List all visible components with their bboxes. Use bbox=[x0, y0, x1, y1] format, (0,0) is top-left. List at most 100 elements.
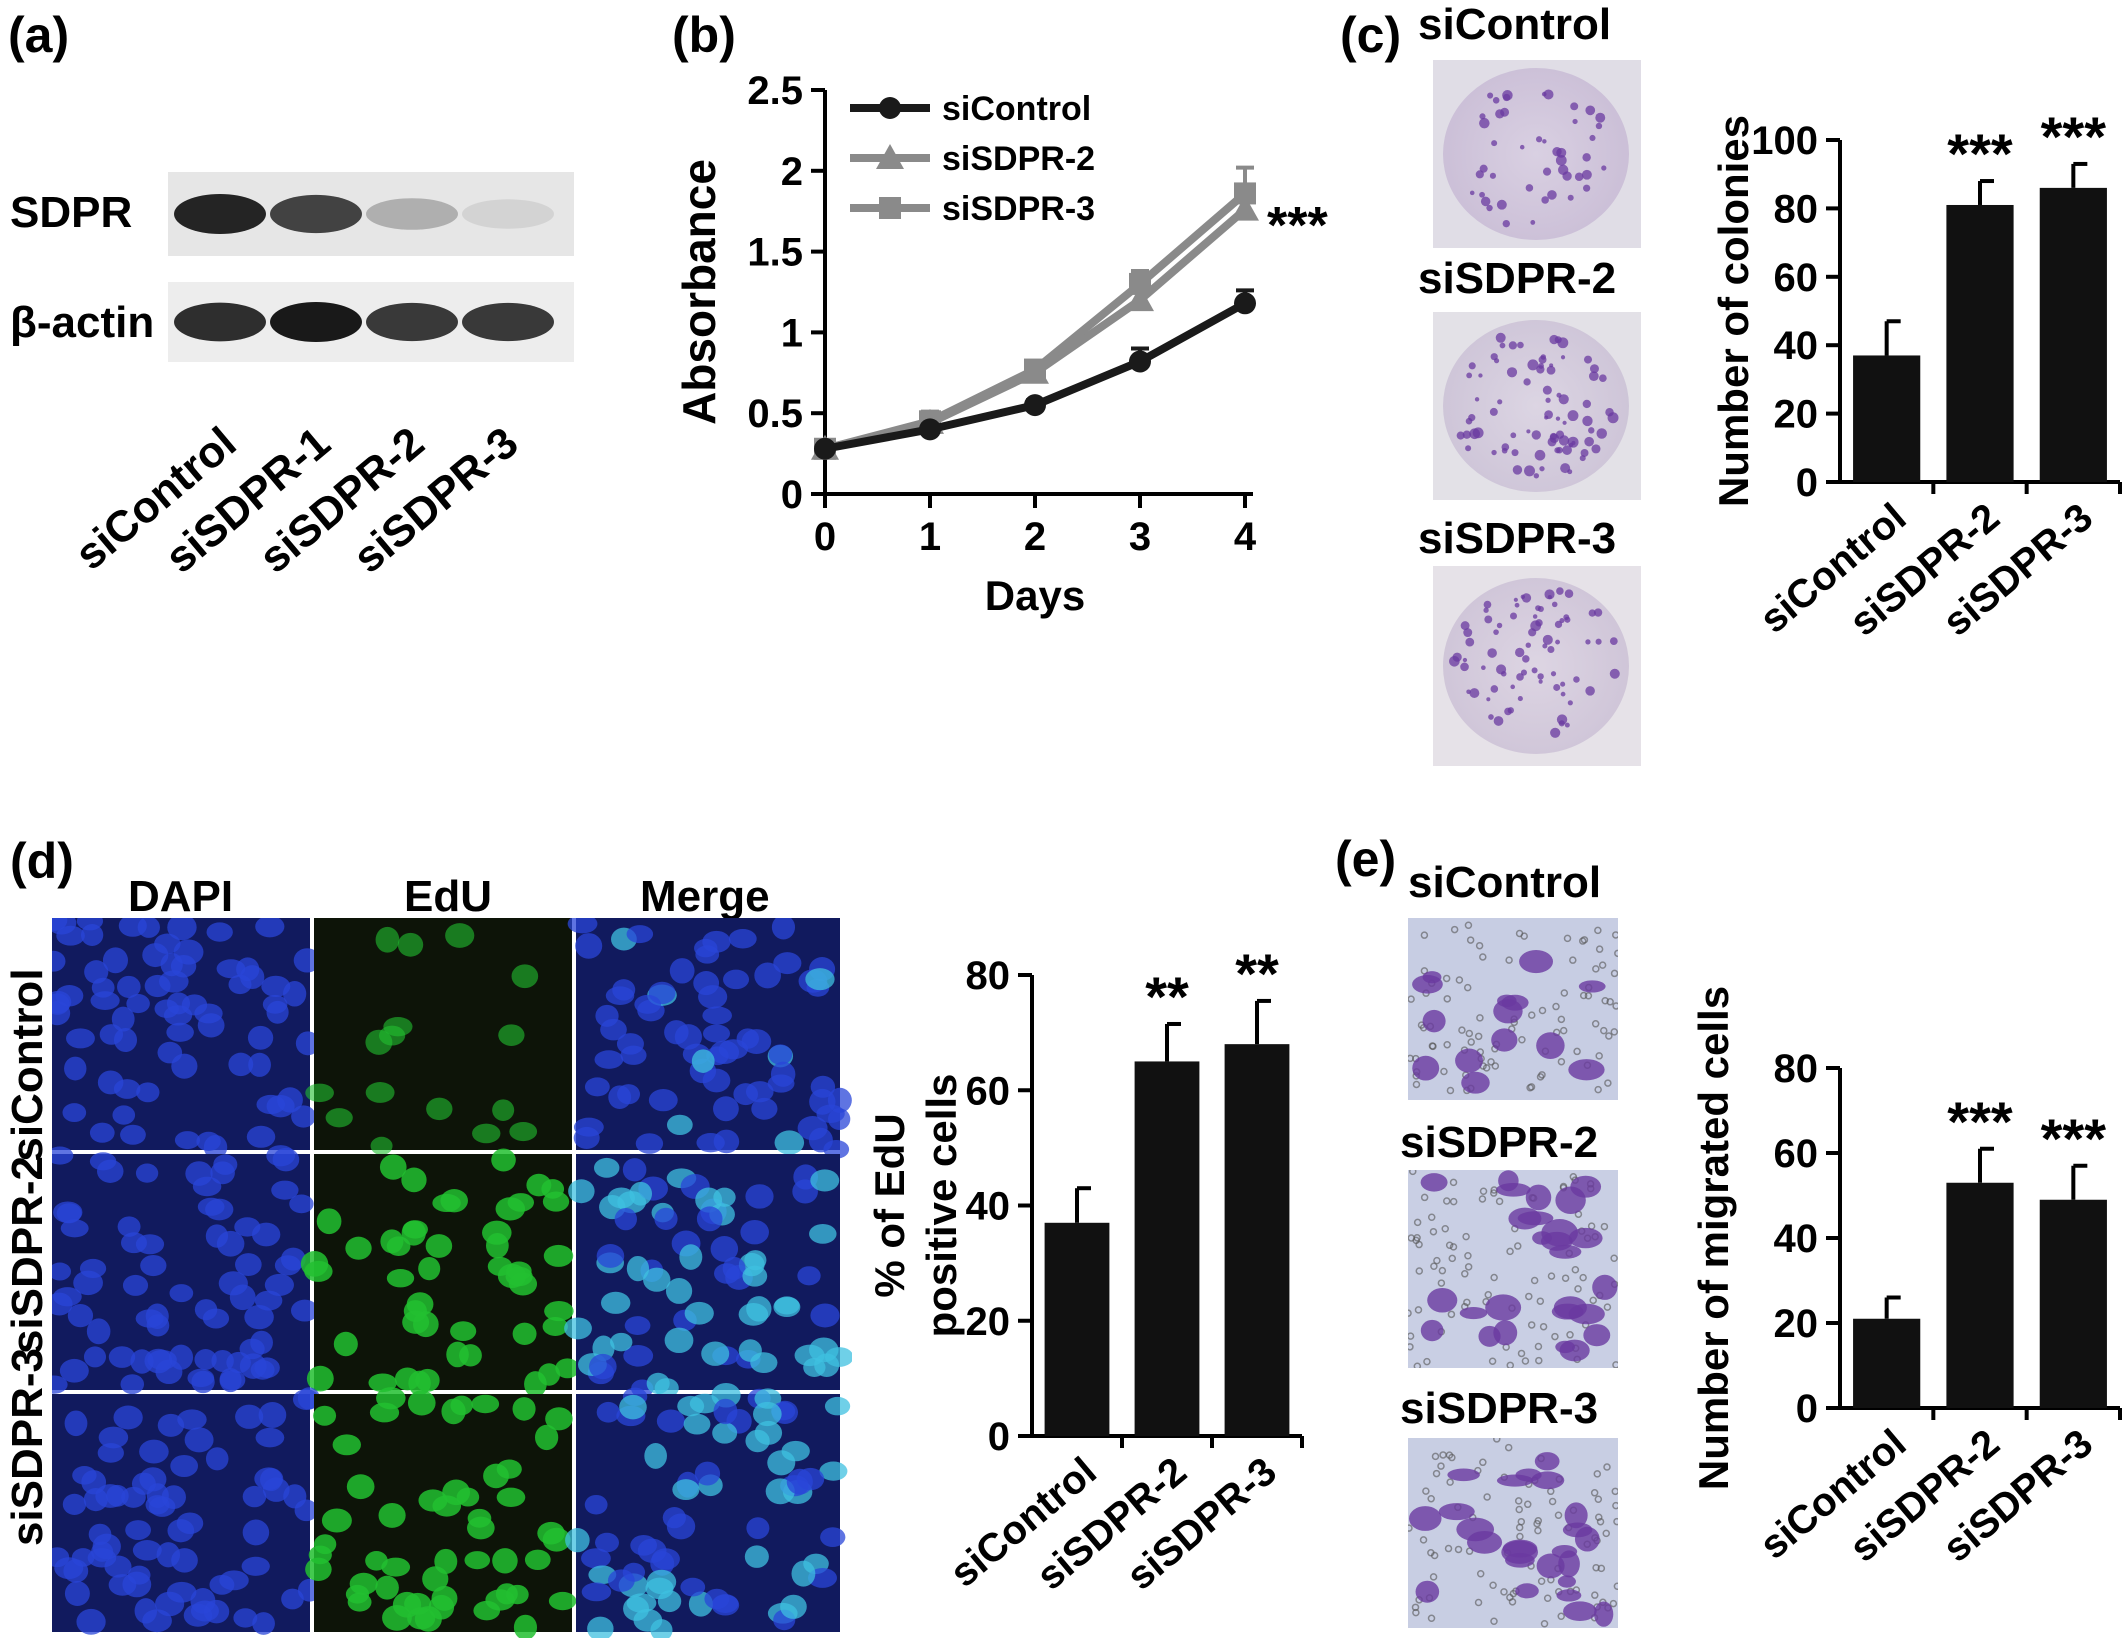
membrane-pore bbox=[1489, 1581, 1497, 1589]
nucleus bbox=[132, 1540, 162, 1561]
membrane-pore bbox=[1445, 1241, 1454, 1250]
colony bbox=[1585, 105, 1596, 116]
membrane-pore bbox=[1443, 995, 1452, 1003]
nucleus bbox=[81, 1470, 107, 1495]
nucleus bbox=[305, 1083, 334, 1103]
migrated-cell bbox=[1459, 1307, 1488, 1320]
migrated-cell bbox=[1536, 1032, 1565, 1059]
migrated-cell bbox=[1592, 1274, 1618, 1300]
migrated-cell bbox=[1568, 1227, 1603, 1249]
migrated-cell bbox=[1556, 1589, 1582, 1602]
migrated-cell bbox=[1536, 1553, 1565, 1579]
nucleus bbox=[184, 1427, 214, 1453]
colony bbox=[1484, 615, 1493, 624]
membrane-pore bbox=[1515, 1505, 1523, 1514]
nucleus bbox=[819, 1461, 848, 1481]
nucleus bbox=[246, 1125, 276, 1148]
membrane-pore bbox=[1548, 1497, 1557, 1506]
membrane-pore bbox=[1571, 1266, 1580, 1274]
nucleus bbox=[136, 1082, 160, 1103]
dish-label: siSDPR-3 bbox=[1418, 514, 1617, 563]
colony bbox=[1560, 355, 1566, 360]
migrated-cell bbox=[1519, 949, 1554, 974]
colony bbox=[1595, 638, 1602, 645]
colony bbox=[1488, 714, 1494, 720]
colony bbox=[1543, 89, 1554, 100]
data-point bbox=[1126, 286, 1154, 312]
data-point bbox=[1024, 394, 1046, 417]
nucleus bbox=[600, 1291, 631, 1314]
membrane-pore bbox=[1525, 1292, 1533, 1301]
nucleus bbox=[333, 1331, 358, 1357]
nucleus bbox=[139, 1467, 167, 1492]
colony bbox=[1481, 665, 1486, 671]
membrane-pore bbox=[1614, 949, 1618, 958]
nucleus bbox=[702, 1068, 731, 1093]
migrated-cell bbox=[1491, 1028, 1518, 1052]
colony bbox=[1559, 617, 1565, 624]
nucleus bbox=[824, 1396, 851, 1416]
nucleus bbox=[205, 1447, 229, 1471]
colony bbox=[1553, 683, 1561, 691]
membrane-pore bbox=[1482, 1064, 1491, 1072]
nucleus bbox=[693, 971, 720, 996]
nucleus bbox=[524, 1549, 551, 1570]
nucleus bbox=[498, 1024, 525, 1046]
nucleus bbox=[696, 1206, 723, 1232]
membrane-pore bbox=[1524, 1500, 1532, 1509]
nucleus bbox=[567, 918, 598, 934]
colony-dots bbox=[1456, 332, 1619, 479]
nucleus bbox=[573, 1126, 600, 1149]
migrated-cell bbox=[1409, 1506, 1442, 1531]
nucleus bbox=[228, 974, 252, 995]
nucleus bbox=[555, 1358, 580, 1379]
colony bbox=[1554, 336, 1562, 344]
colony bbox=[1509, 612, 1518, 620]
nucleus bbox=[386, 1269, 415, 1288]
membrane-pore bbox=[1430, 1262, 1438, 1271]
nucleus bbox=[174, 1131, 200, 1150]
membrane-pore bbox=[1465, 1029, 1474, 1038]
membrane-pore bbox=[1408, 995, 1415, 1003]
nucleus bbox=[122, 1274, 149, 1296]
nucleus bbox=[702, 930, 731, 953]
colony bbox=[1591, 444, 1601, 454]
membrane-pore bbox=[1612, 1361, 1618, 1368]
nucleus bbox=[137, 918, 160, 938]
migrated-cell bbox=[1515, 1583, 1539, 1599]
nucleus bbox=[206, 922, 233, 942]
nucleus bbox=[752, 1401, 782, 1427]
colony bbox=[1555, 416, 1561, 421]
colony bbox=[1545, 397, 1551, 403]
nucleus bbox=[271, 1180, 299, 1200]
nucleus bbox=[218, 1271, 248, 1296]
nucleus bbox=[375, 926, 400, 953]
colony bbox=[1570, 102, 1579, 111]
nucleus bbox=[202, 1308, 230, 1329]
colony bbox=[1480, 196, 1491, 207]
nucleus bbox=[612, 979, 636, 1001]
membrane-pore bbox=[1537, 1577, 1546, 1586]
nucleus bbox=[86, 1318, 111, 1345]
legend-label: siSDPR-2 bbox=[942, 140, 1095, 178]
migrated-cell bbox=[1515, 1468, 1542, 1482]
membrane-pore bbox=[1427, 1614, 1436, 1623]
bar bbox=[1224, 1044, 1290, 1436]
membrane-pore bbox=[1603, 1463, 1611, 1471]
nucleus bbox=[233, 1608, 258, 1628]
colony bbox=[1465, 417, 1473, 425]
colony bbox=[1491, 140, 1498, 147]
membrane-pore bbox=[1551, 1332, 1559, 1341]
membrane-pore bbox=[1538, 1071, 1546, 1079]
nucleus bbox=[651, 1548, 680, 1570]
membrane-pore bbox=[1412, 1080, 1421, 1089]
colony bbox=[1460, 621, 1470, 631]
nucleus bbox=[291, 1105, 316, 1128]
nucleus bbox=[83, 1487, 108, 1512]
nucleus bbox=[248, 1052, 271, 1077]
migrated-cell bbox=[1563, 1601, 1597, 1622]
colony bbox=[1601, 165, 1607, 171]
nucleus bbox=[482, 1220, 512, 1245]
membrane-pore bbox=[1439, 1451, 1447, 1459]
membrane-pore bbox=[1409, 1170, 1417, 1176]
